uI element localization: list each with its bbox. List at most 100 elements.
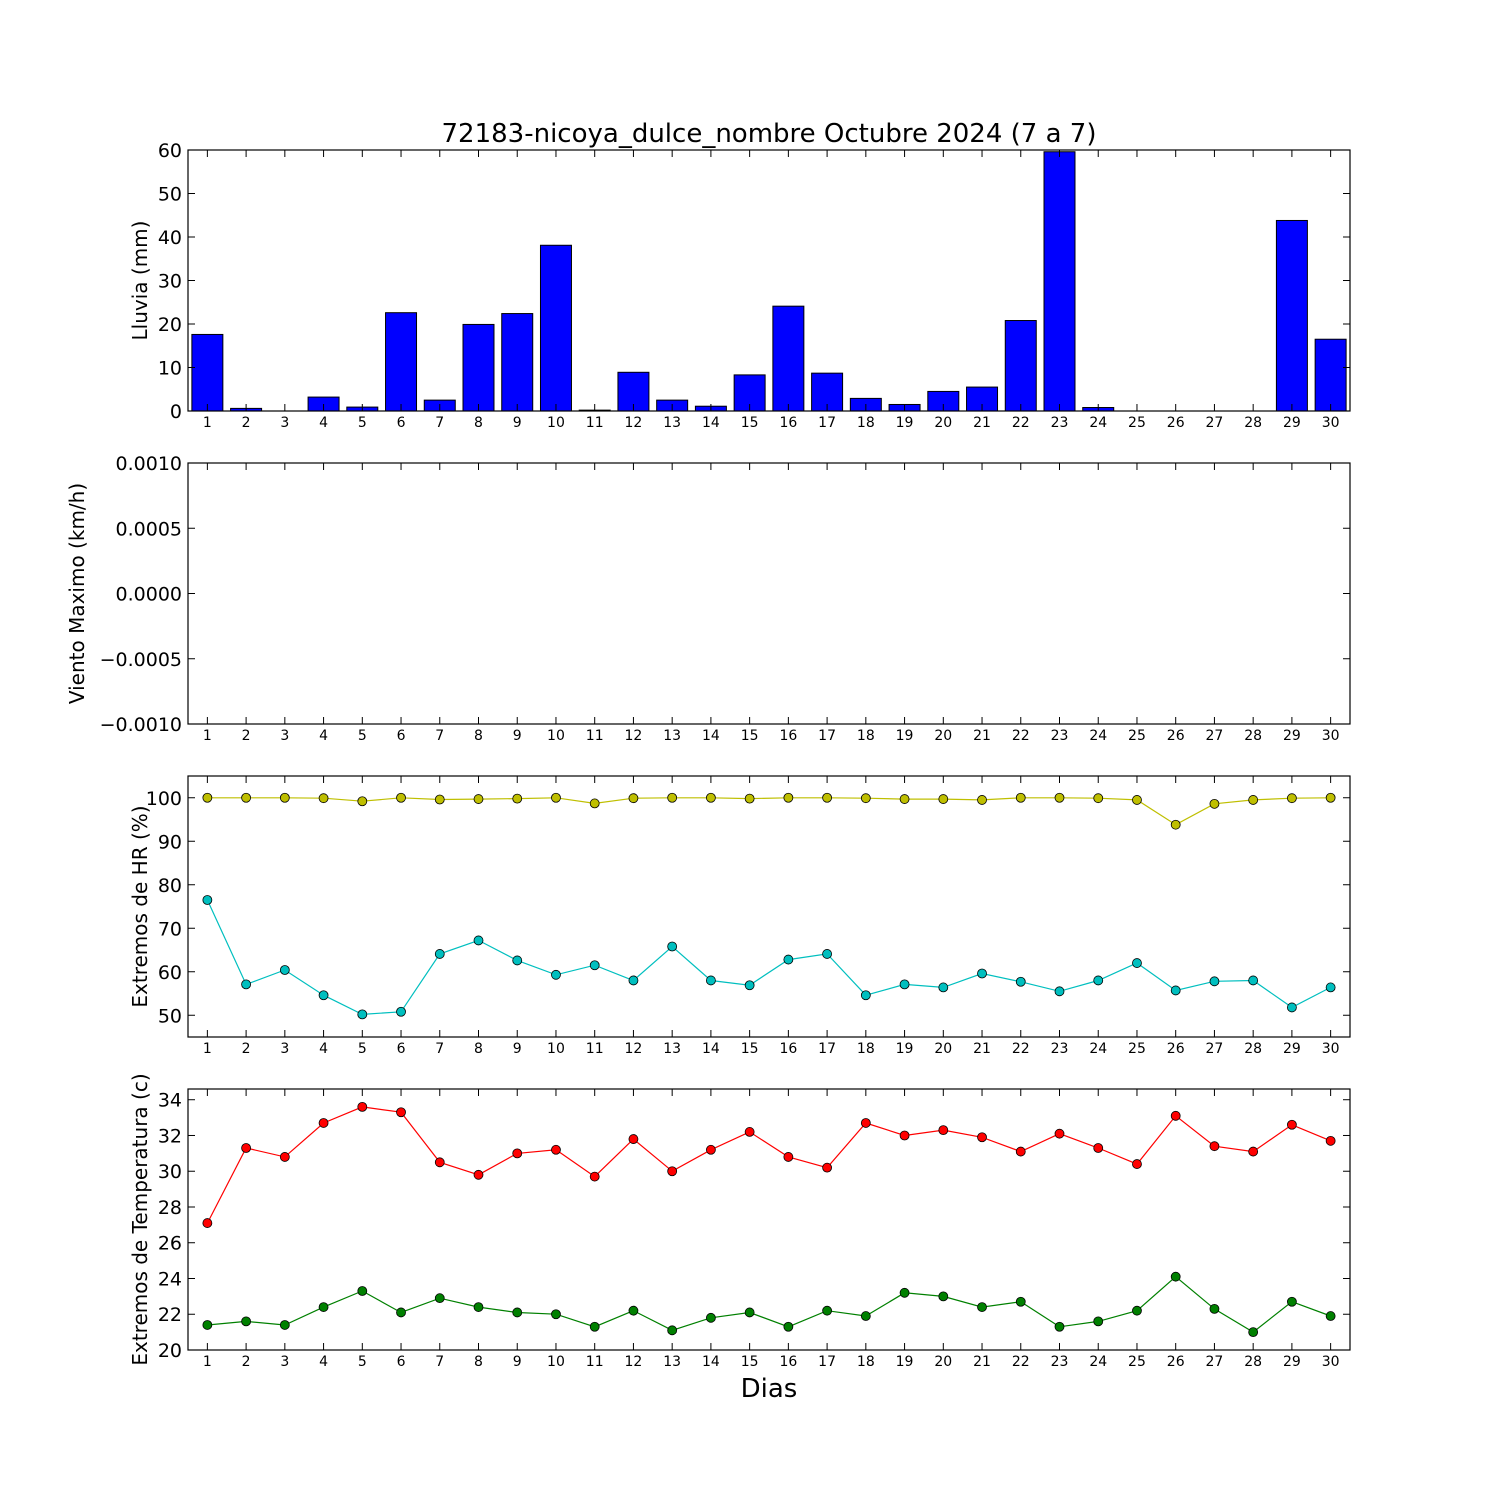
point-series-1-day-18 [860,793,871,804]
x-tick-label: 3 [280,415,289,431]
x-tick-label: 13 [663,415,681,431]
x-tick-label: 4 [319,1354,328,1370]
y-tick-label: 90 [158,831,182,853]
x-tick-label: 19 [896,415,914,431]
x-tick-label: 21 [973,1354,991,1370]
x-tick-label: 12 [625,1354,643,1370]
point-series-2-day-1 [202,1320,213,1330]
point-series-1-day-27 [1209,1141,1220,1152]
y-tick-label: 0.0010 [116,453,182,475]
point-series-1-day-19 [899,794,910,804]
y-tick-label: 30 [158,271,182,293]
point-series-1-day-27 [1209,798,1220,809]
x-tick-label: 5 [358,728,367,744]
point-series-1-day-29 [1287,1119,1297,1130]
x-tick-label: 29 [1283,1041,1301,1057]
point-series-2-day-2 [241,1316,252,1327]
point-series-1-day-28 [1248,795,1259,805]
point-series-1-day-23 [1054,1128,1065,1139]
point-series-1-day-21 [977,1132,987,1143]
y-tick-label: 26 [158,1233,182,1255]
x-tick-label: 9 [513,728,522,744]
y-tick-label: 60 [158,140,182,162]
x-tick-label: 16 [779,728,797,744]
bar-day-30 [1314,338,1347,412]
point-series-2-day-21 [977,968,987,979]
point-series-2-day-28 [1248,975,1259,986]
x-tick-label: 5 [358,1041,367,1057]
x-tick-label: 23 [1051,1041,1069,1057]
x-tick-label: 7 [435,1041,444,1057]
point-series-2-day-24 [1093,1316,1104,1327]
x-tick-label: 24 [1089,1041,1107,1057]
x-tick-label: 2 [242,1041,251,1057]
point-series-1-day-2 [241,1143,252,1153]
x-tick-label: 11 [586,415,604,431]
point-series-1-day-6 [396,1107,406,1118]
point-series-1-day-16 [783,792,794,803]
bar-day-23 [1043,151,1076,412]
x-tick-label: 26 [1167,1354,1185,1370]
x-tick-label: 22 [1012,415,1030,431]
x-tick-label: 13 [663,1354,681,1370]
x-tick-label: 9 [513,415,522,431]
point-series-1-day-22 [1015,1146,1026,1157]
point-series-2-day-12 [628,975,639,986]
x-tick-label: 8 [474,1354,483,1370]
y-tick-label: −0.0010 [100,714,182,736]
x-tick-label: 14 [702,1041,720,1057]
point-series-1-day-9 [512,793,523,804]
point-series-1-day-7 [434,1157,445,1168]
bar-day-29 [1275,219,1308,412]
x-tick-label: 15 [741,1041,759,1057]
x-tick-label: 2 [242,1354,251,1370]
point-series-1-day-8 [473,794,484,804]
point-series-2-day-28 [1248,1327,1259,1338]
x-tick-label: 11 [586,1041,604,1057]
x-tick-label: 29 [1283,728,1301,744]
x-tick-label: 15 [741,415,759,431]
point-series-2-day-4 [318,1302,329,1312]
x-tick-label: 22 [1012,1354,1030,1370]
x-tick-label: 1 [203,1041,212,1057]
x-tick-label: 9 [513,1041,522,1057]
x-tick-label: 13 [663,728,681,744]
point-series-1-day-11 [589,798,600,809]
y-tick-label: 22 [158,1304,182,1326]
x-tick-label: 25 [1128,728,1146,744]
x-tick-label: 2 [242,728,251,744]
point-series-2-day-14 [706,975,716,986]
y-tick-label: 20 [158,1340,182,1362]
y-tick-label: 0 [170,401,182,423]
point-series-2-day-3 [279,1320,290,1330]
x-tick-label: 8 [474,728,483,744]
x-tick-label: 21 [973,415,991,431]
point-series-1-day-14 [706,792,716,803]
point-series-2-day-5 [357,1286,368,1296]
x-tick-label: 20 [934,1041,952,1057]
x-tick-label: 3 [280,1041,289,1057]
point-series-2-day-10 [551,1309,561,1320]
point-series-1-day-28 [1248,1146,1259,1157]
point-series-2-day-6 [396,1006,406,1017]
point-series-2-day-20 [938,982,949,993]
x-tick-label: 29 [1283,1354,1301,1370]
point-series-2-day-8 [473,1302,484,1312]
point-series-1-day-20 [938,794,949,804]
point-series-1-day-1 [202,792,213,803]
y-axis-label: Lluvia (mm) [128,221,152,341]
y-tick-label: 100 [146,788,182,810]
y-tick-label: 28 [158,1197,182,1219]
y-tick-label: 34 [158,1090,182,1112]
point-series-1-day-6 [396,792,406,803]
x-tick-label: 19 [896,728,914,744]
x-tick-label: 20 [934,728,952,744]
y-tick-label: 24 [158,1268,182,1290]
x-tick-label: 14 [702,415,720,431]
point-series-1-day-29 [1287,793,1297,804]
